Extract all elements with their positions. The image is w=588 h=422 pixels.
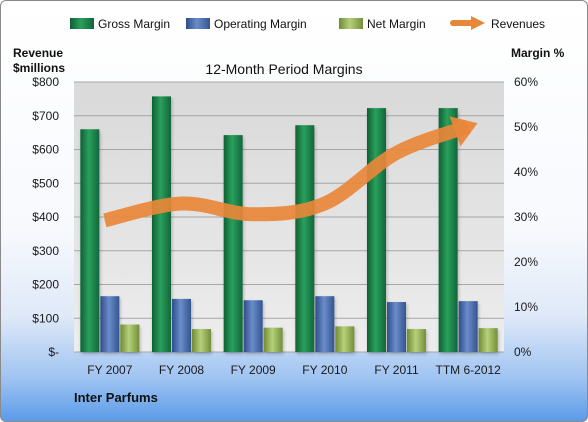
bar-net-margin (263, 327, 283, 352)
bar-gross-margin (80, 129, 100, 352)
left-axis: $- $100 $200 $300 $400 $500 $600 $700 $800 (32, 75, 59, 359)
left-tick-label: $500 (32, 176, 59, 190)
right-tick-label: 60% (514, 75, 538, 89)
bar-operating-margin (387, 302, 406, 352)
x-axis: FY 2007 FY 2008 FY 2009 FY 2010 FY 2011 TTM 6… (87, 363, 501, 377)
category-label: FY 2007 (87, 363, 132, 377)
category-label: FY 2010 (302, 363, 347, 377)
right-tick-label: 10% (514, 300, 538, 314)
right-axis-label: Margin % (511, 46, 565, 60)
left-tick-label: $100 (32, 311, 59, 325)
bar-operating-margin (315, 296, 335, 352)
bar-net-margin (120, 324, 140, 352)
legend-swatch-gross-margin (70, 18, 94, 29)
revenues-line (103, 119, 471, 228)
category-label: TTM 6-2012 (435, 363, 501, 377)
bar-net-margin (478, 328, 498, 352)
revenue-point (104, 219, 106, 221)
bar-operating-margin (458, 301, 478, 352)
bar-operating-margin (172, 298, 191, 352)
right-axis: 0% 10% 20% 30% 40% 50% 60% (514, 75, 538, 359)
legend-label-gross-margin: Gross Margin (98, 17, 170, 31)
revenue-point (324, 203, 326, 204)
revenue-line (103, 116, 478, 228)
legend-arrowhead-revenues (471, 16, 485, 30)
left-tick-label: $600 (32, 143, 59, 157)
left-tick-label: $800 (32, 75, 59, 89)
bar-net-margin (335, 326, 355, 352)
bar-net-margin (407, 329, 426, 352)
left-tick-label: $700 (32, 109, 59, 123)
chart-title: 12-Month Period Margins (205, 61, 362, 77)
revenues-arrowhead (449, 116, 478, 147)
legend-swatch-net-margin (339, 18, 363, 29)
left-axis-label-line1: Revenue (13, 46, 63, 60)
left-tick-label: $200 (32, 278, 59, 292)
right-tick-label: 40% (514, 165, 538, 179)
bar-gross-margin (367, 108, 386, 352)
bar-gross-margin (223, 135, 243, 352)
revenue-point (396, 152, 397, 154)
revenue-point (181, 203, 182, 204)
bar-gross-margin (152, 96, 171, 353)
left-tick-label: $300 (32, 244, 59, 258)
legend-label-net-margin: Net Margin (367, 17, 426, 31)
bar-operating-margin (243, 300, 263, 352)
bar-net-margin (192, 329, 211, 352)
legend-label-operating-margin: Operating Margin (214, 17, 307, 31)
left-tick-label: $- (48, 345, 59, 359)
bar-gross-margin (295, 125, 315, 352)
left-axis-label-line2: $millions (13, 61, 65, 75)
left-tick-label: $400 (32, 210, 59, 224)
right-tick-label: 30% (514, 210, 538, 224)
legend-label-revenues: Revenues (491, 17, 545, 31)
legend-swatch-operating-margin (186, 18, 210, 29)
category-label: FY 2009 (231, 363, 276, 377)
bar-gross-margin (438, 108, 458, 352)
bar-operating-margin (100, 296, 120, 352)
company-name: Inter Parfums (74, 390, 158, 405)
revenue-point (467, 126, 469, 128)
revenue-point (252, 213, 254, 215)
category-label: FY 2011 (374, 363, 419, 377)
right-tick-label: 50% (514, 120, 538, 134)
legend: Gross Margin Operating Margin Net Margin… (70, 16, 545, 31)
right-tick-label: 0% (514, 345, 532, 359)
category-label: FY 2008 (159, 363, 204, 377)
right-tick-label: 20% (514, 255, 538, 269)
